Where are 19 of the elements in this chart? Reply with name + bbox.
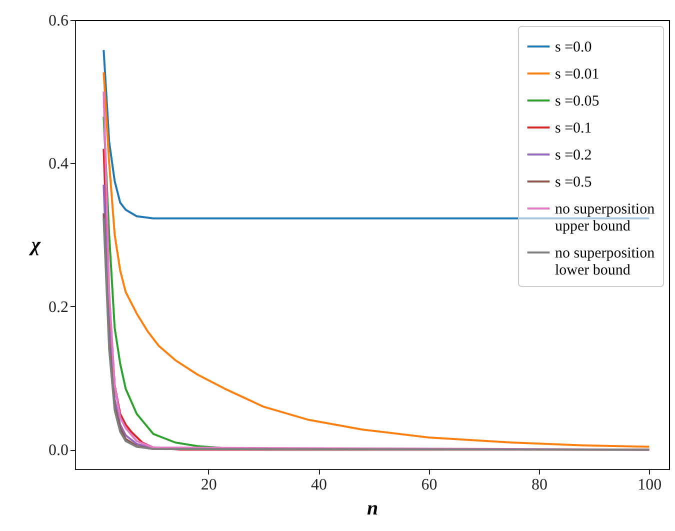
y-tick-label: 0.0	[48, 442, 68, 460]
y-axis-title: χ	[28, 234, 42, 256]
x-tick-label: 20	[200, 476, 217, 494]
y-tick-label: 0.2	[48, 298, 68, 316]
x-tick-label: 100	[638, 476, 662, 494]
legend-label: s =0.05	[555, 94, 600, 110]
legend-label: s =0.1	[555, 120, 592, 136]
legend-label: s =0.5	[555, 174, 592, 190]
y-tick-label: 0.6	[48, 12, 68, 30]
x-axis-title: n	[366, 498, 378, 520]
legend-label: s =0.0	[555, 40, 592, 56]
y-tick-label: 0.4	[48, 156, 68, 173]
legend-label: s =0.01	[555, 66, 600, 82]
x-tick-label: 40	[311, 476, 328, 494]
legend-label: no superposition lower bound	[555, 246, 656, 278]
x-tick-label: 60	[421, 476, 438, 494]
x-tick-label: 80	[531, 476, 548, 494]
legend-label: no superposition upper bound	[555, 202, 656, 234]
legend-label: s =0.2	[555, 148, 592, 164]
